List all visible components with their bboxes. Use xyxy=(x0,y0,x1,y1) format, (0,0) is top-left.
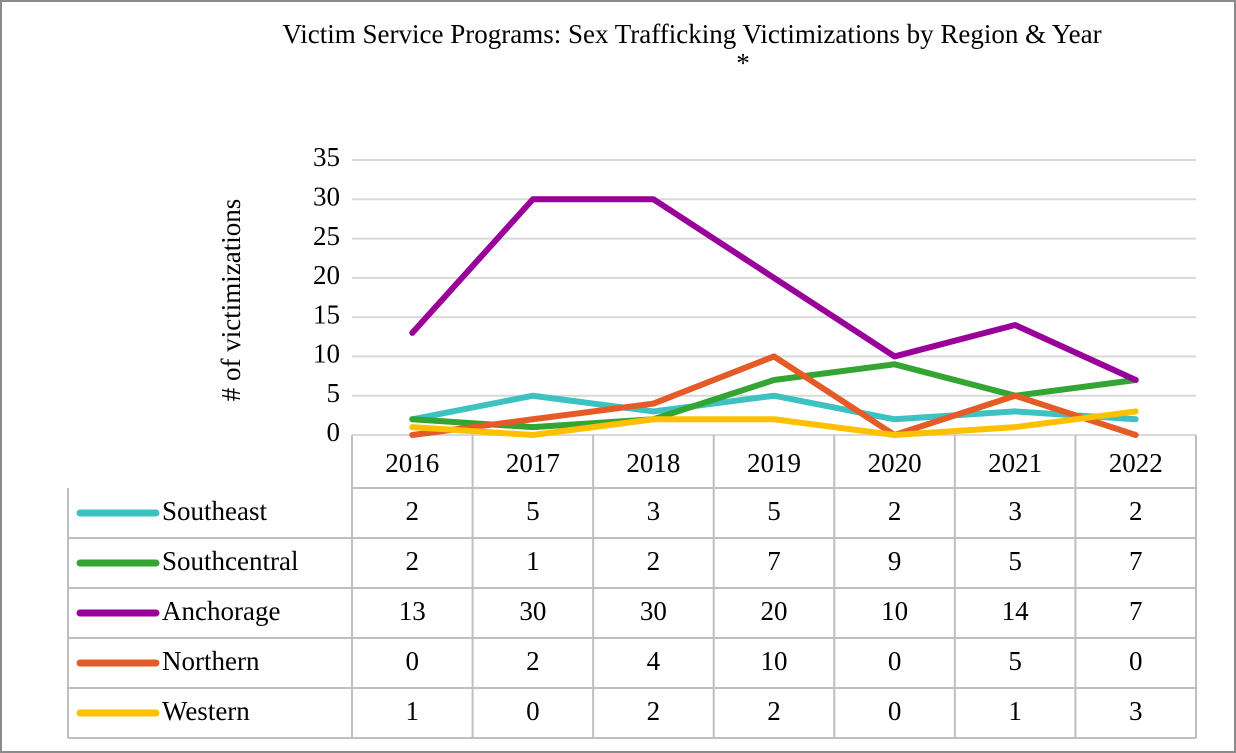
x-tick-label: 2016 xyxy=(385,448,439,478)
table-value: 2 xyxy=(647,696,661,726)
table-value: 10 xyxy=(881,596,908,626)
x-tick-label: 2022 xyxy=(1109,448,1163,478)
table-value: 9 xyxy=(888,546,902,576)
table-value: 30 xyxy=(519,596,546,626)
table-value: 30 xyxy=(640,596,667,626)
x-tick-label: 2017 xyxy=(506,448,560,478)
table-value: 2 xyxy=(767,696,781,726)
legend-label: Anchorage xyxy=(162,596,280,626)
table-value: 1 xyxy=(1008,696,1022,726)
table-value: 10 xyxy=(761,646,788,676)
table-value: 7 xyxy=(1129,596,1143,626)
table-value: 3 xyxy=(1008,496,1022,526)
table-value: 7 xyxy=(767,546,781,576)
legend-label: Western xyxy=(162,696,250,726)
table-value: 14 xyxy=(1002,596,1030,626)
table-value: 0 xyxy=(888,696,902,726)
table-value: 20 xyxy=(761,596,788,626)
table-value: 0 xyxy=(888,646,902,676)
x-tick-label: 2018 xyxy=(626,448,680,478)
y-tick-label: 20 xyxy=(313,260,340,290)
table-value: 2 xyxy=(526,646,540,676)
table-value: 2 xyxy=(647,546,661,576)
y-tick-label: 15 xyxy=(313,299,340,329)
series-line xyxy=(409,392,1139,423)
table-value: 2 xyxy=(406,546,420,576)
table-value: 5 xyxy=(1008,546,1022,576)
legend-label: Southeast xyxy=(162,496,267,526)
x-tick-label: 2020 xyxy=(868,448,922,478)
table-value: 2 xyxy=(888,496,902,526)
table-value: 1 xyxy=(526,546,540,576)
annotation: * xyxy=(736,48,750,78)
y-tick-label: 5 xyxy=(327,378,341,408)
table-value: 13 xyxy=(399,596,426,626)
y-tick-label: 25 xyxy=(313,221,340,251)
series-line xyxy=(409,196,1139,383)
table-value: 2 xyxy=(406,496,420,526)
table-value: 2 xyxy=(1129,496,1143,526)
table-value: 0 xyxy=(526,696,540,726)
chart-title: Victim Service Programs: Sex Trafficking… xyxy=(282,19,1102,49)
table-value: 3 xyxy=(1129,696,1143,726)
legend-label: Southcentral xyxy=(162,546,298,576)
table-value: 0 xyxy=(406,646,420,676)
table-value: 5 xyxy=(767,496,781,526)
series-line xyxy=(409,408,1139,438)
y-axis-label: # of victimizations xyxy=(216,199,246,401)
table-value: 7 xyxy=(1129,546,1143,576)
table-value: 3 xyxy=(647,496,661,526)
legend-label: Northern xyxy=(162,646,260,676)
x-tick-label: 2019 xyxy=(747,448,801,478)
x-tick-label: 2021 xyxy=(988,448,1042,478)
y-tick-label: 35 xyxy=(313,142,340,172)
table-value: 4 xyxy=(647,646,661,676)
series-line xyxy=(409,353,1139,438)
y-tick-label: 30 xyxy=(313,181,340,211)
y-tick-label: 0 xyxy=(327,417,341,447)
y-tick-label: 10 xyxy=(313,339,340,369)
table-value: 1 xyxy=(406,696,420,726)
table-value: 5 xyxy=(1008,646,1022,676)
table-value: 5 xyxy=(526,496,540,526)
table-value: 0 xyxy=(1129,646,1143,676)
